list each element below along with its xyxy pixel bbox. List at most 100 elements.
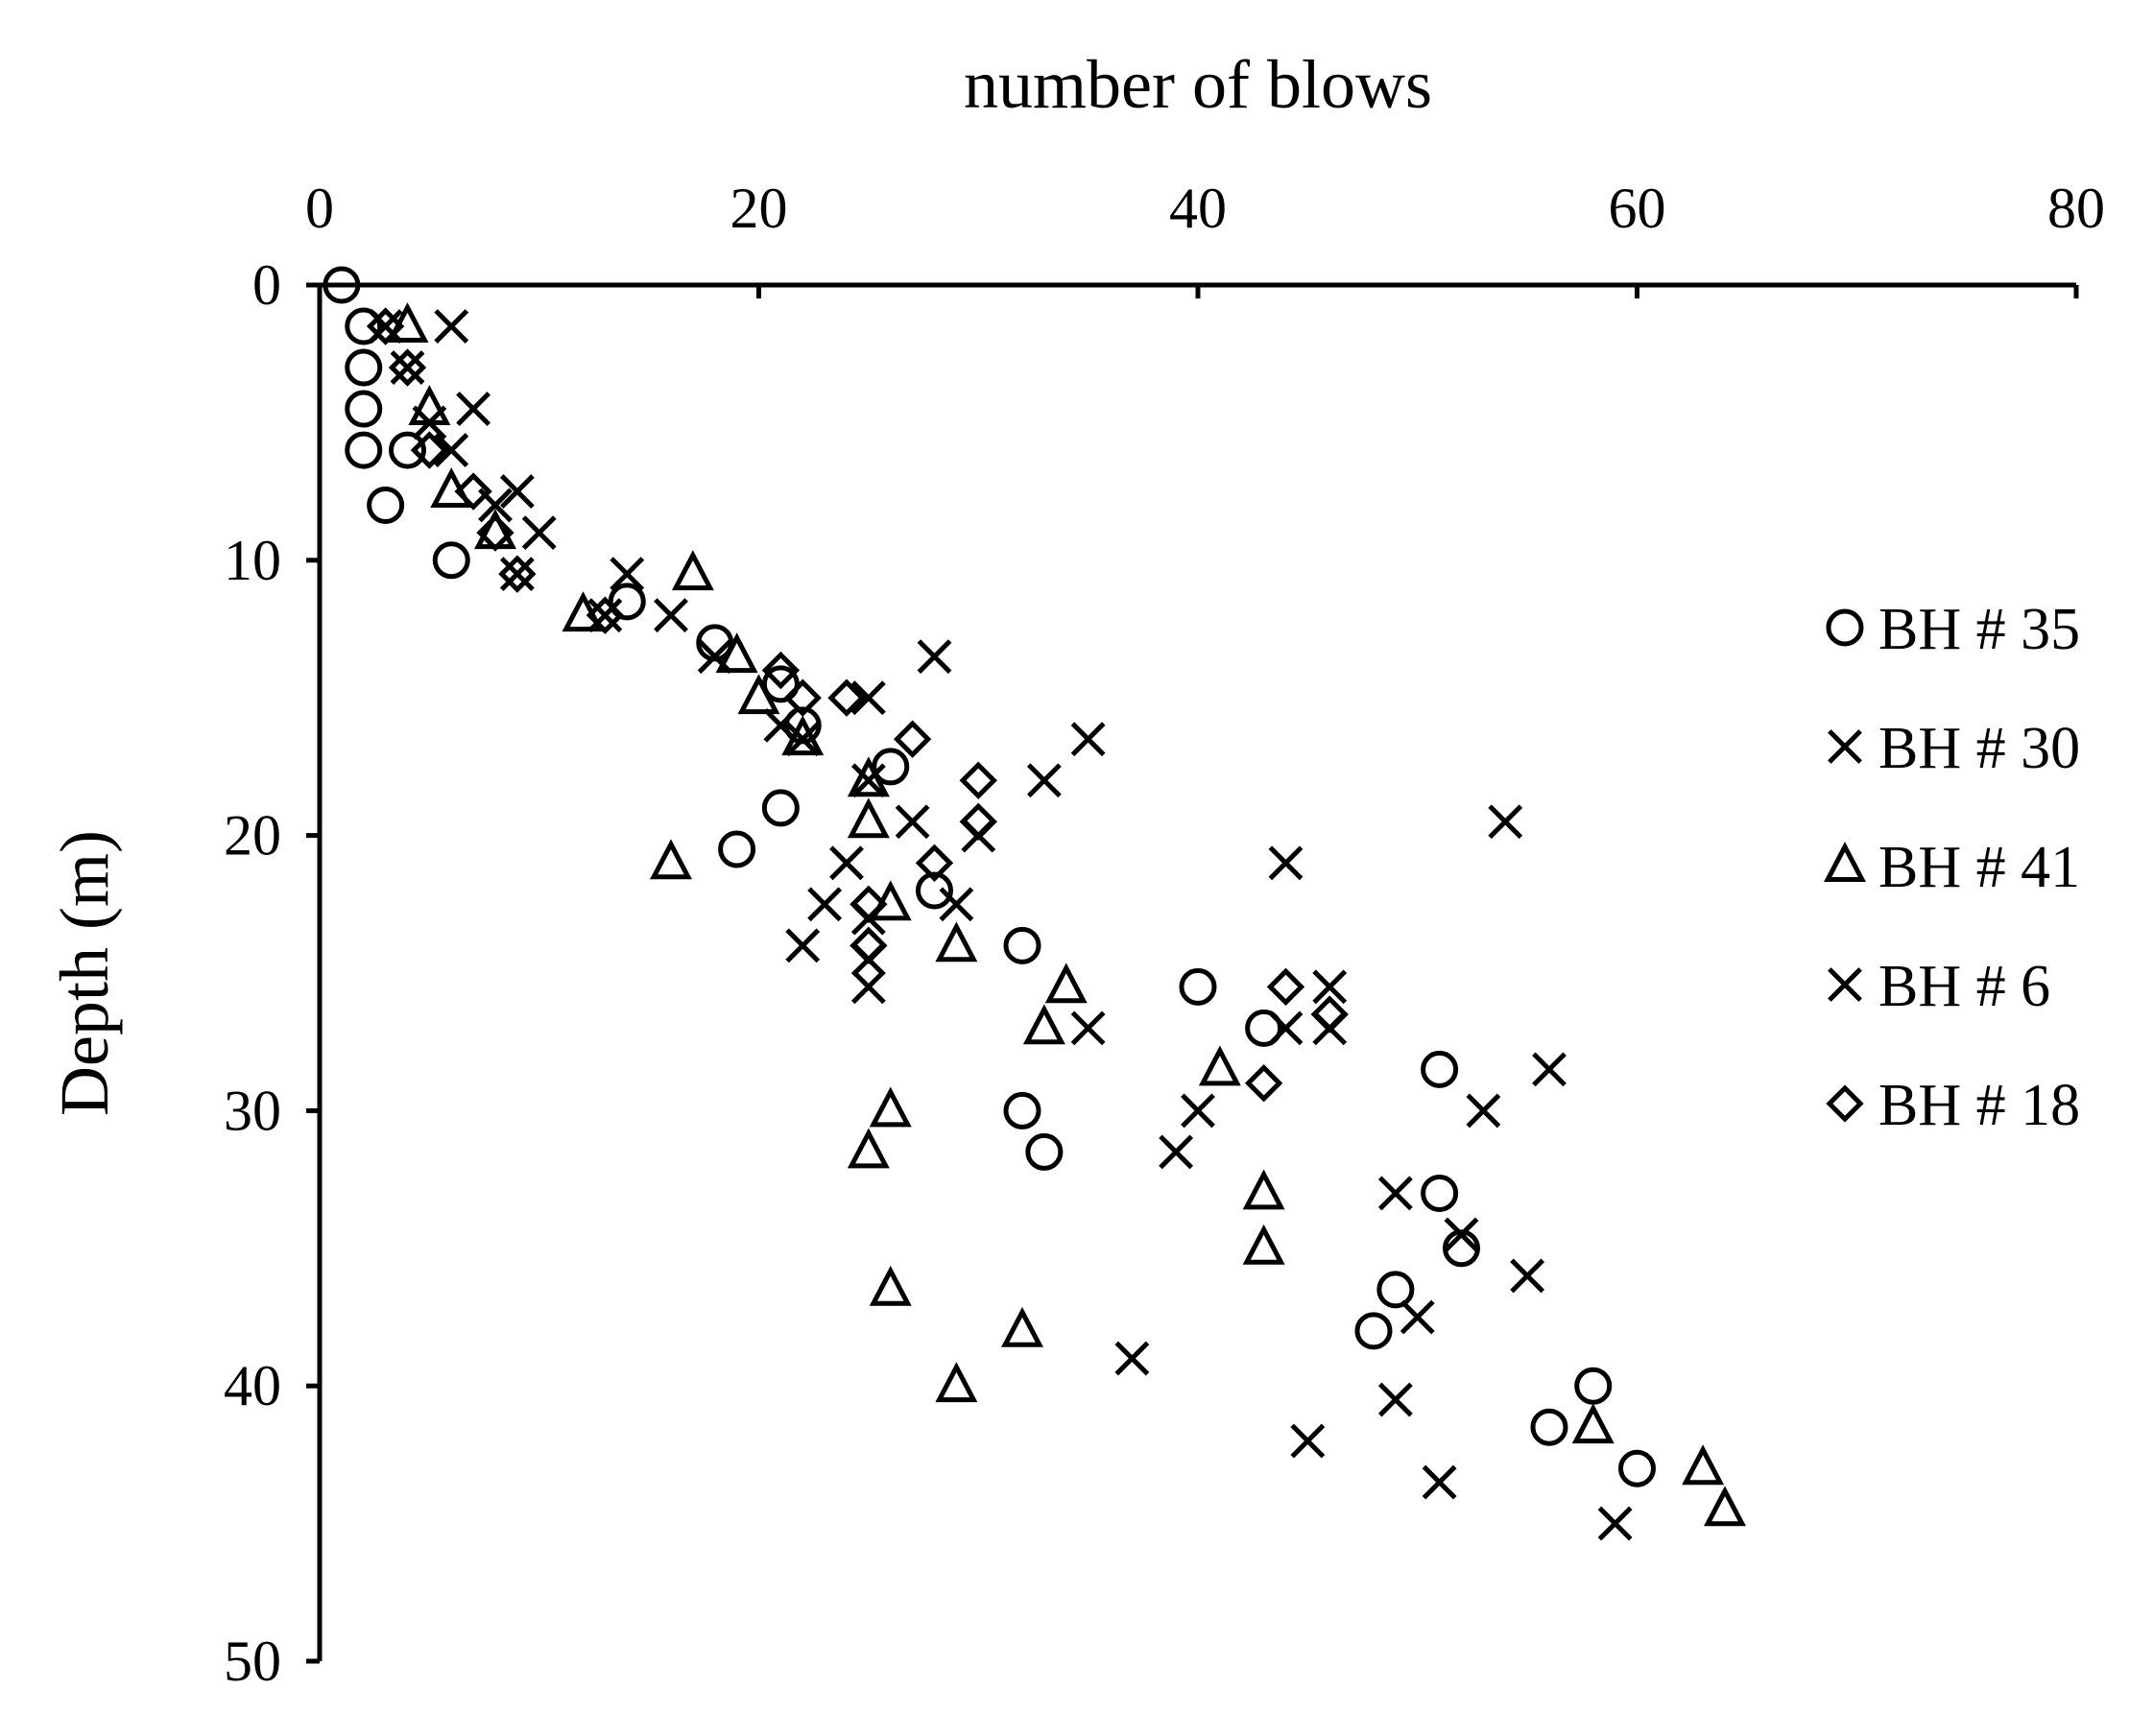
legend-item: BH # 30 <box>1828 716 2080 781</box>
data-point <box>715 632 758 674</box>
data-point <box>783 678 822 717</box>
data-point <box>1444 1217 1479 1252</box>
x-tick-label: 80 <box>2047 177 2105 240</box>
y-tick-label: 20 <box>224 804 281 868</box>
data-point <box>761 665 800 703</box>
data-point <box>367 486 405 524</box>
data-point <box>737 674 780 715</box>
data-point <box>586 596 625 634</box>
data-point <box>498 555 537 593</box>
data-point <box>1421 1050 1459 1088</box>
x-axis-title: number of blows <box>964 46 1432 123</box>
data-point <box>1488 804 1523 840</box>
data-point <box>650 839 692 880</box>
data-point <box>390 350 425 385</box>
data-point <box>1179 967 1217 1006</box>
data-point <box>850 763 886 798</box>
data-point <box>1312 969 1348 1005</box>
data-point <box>847 756 890 797</box>
legend-marker <box>1826 1084 1864 1123</box>
data-point <box>1044 963 1088 1004</box>
data-point <box>1025 1132 1064 1171</box>
data-point <box>849 926 888 965</box>
data-point <box>939 887 974 922</box>
legend-label: BH # 30 <box>1878 716 2080 781</box>
series-3 <box>386 302 1746 1527</box>
data-point <box>1242 1169 1285 1210</box>
data-point <box>763 707 799 743</box>
data-point <box>850 969 886 1005</box>
data-point <box>1354 1312 1393 1350</box>
data-point <box>432 541 470 580</box>
data-point <box>829 845 864 881</box>
data-point <box>850 680 886 716</box>
data-point <box>1376 1271 1415 1309</box>
data-point <box>1022 1004 1065 1045</box>
data-point <box>587 598 623 633</box>
data-point <box>847 1128 890 1169</box>
data-point <box>366 307 405 345</box>
series-1 <box>323 266 1656 1487</box>
data-point <box>610 557 645 592</box>
axes <box>317 282 2076 1661</box>
y-tick-label: 50 <box>224 1629 281 1693</box>
data-point <box>671 550 714 591</box>
data-point <box>893 720 932 758</box>
data-point <box>1159 1134 1194 1170</box>
data-point <box>1466 1093 1501 1129</box>
y-axis-title: Depth (m) <box>46 830 123 1116</box>
data-point <box>368 309 403 344</box>
data-point <box>895 804 930 840</box>
data-point <box>916 871 953 910</box>
data-point <box>847 797 890 839</box>
data-point <box>697 639 732 675</box>
data-point <box>1114 1341 1150 1376</box>
legend: BH # 35 BH # 30 BH # 41 BH # 6 BH # 18 <box>1824 597 2080 1138</box>
legend-marker <box>1824 842 1866 882</box>
legend-label: BH # 35 <box>1878 597 2080 662</box>
data-point <box>1682 1444 1725 1486</box>
y-tick-label: 10 <box>224 529 281 592</box>
data-point <box>1245 1009 1283 1047</box>
data-point <box>1003 926 1041 964</box>
y-tick-label: 40 <box>224 1354 281 1417</box>
data-point <box>1574 1367 1613 1405</box>
x-tick-label: 0 <box>305 177 334 240</box>
marker-group <box>323 266 1746 1541</box>
data-point <box>1242 1224 1285 1265</box>
data-point <box>935 1362 978 1403</box>
data-point <box>1290 1423 1326 1459</box>
legend-marker <box>1828 729 1862 764</box>
data-point <box>323 266 361 304</box>
data-point <box>345 348 383 387</box>
data-point <box>959 802 997 841</box>
data-point <box>1070 1011 1106 1046</box>
data-point <box>785 928 821 963</box>
data-point <box>1532 1052 1567 1087</box>
legend-marker <box>1828 967 1862 1002</box>
legend-label: BH # 41 <box>1878 835 2080 900</box>
data-point <box>1597 1506 1633 1541</box>
data-point <box>1026 763 1062 798</box>
tick-group: 0 20 40 60 80 0 10 20 30 40 50 <box>224 177 2105 1693</box>
data-point <box>1421 1174 1459 1212</box>
data-point <box>499 557 535 592</box>
data-point <box>1268 1011 1304 1046</box>
data-point <box>869 1086 912 1128</box>
x-tick-label: 60 <box>1609 177 1666 240</box>
legend-marker <box>1826 608 1864 647</box>
data-point <box>718 830 756 868</box>
data-point <box>1198 1045 1241 1086</box>
data-point <box>434 433 469 467</box>
data-point <box>1070 722 1106 757</box>
legend-item: BH # 41 <box>1824 835 2080 900</box>
y-tick-label: 0 <box>252 253 281 317</box>
series-4 <box>368 309 1304 1046</box>
legend-label: BH # 18 <box>1878 1073 2080 1138</box>
data-point <box>1530 1408 1568 1446</box>
data-point <box>608 583 646 621</box>
legend-item: BH # 6 <box>1828 954 2050 1019</box>
data-point <box>499 474 535 510</box>
data-point <box>389 431 426 469</box>
data-point <box>935 921 978 963</box>
